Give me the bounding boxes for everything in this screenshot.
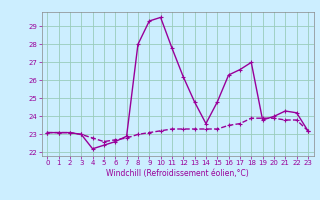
X-axis label: Windchill (Refroidissement éolien,°C): Windchill (Refroidissement éolien,°C) (106, 169, 249, 178)
